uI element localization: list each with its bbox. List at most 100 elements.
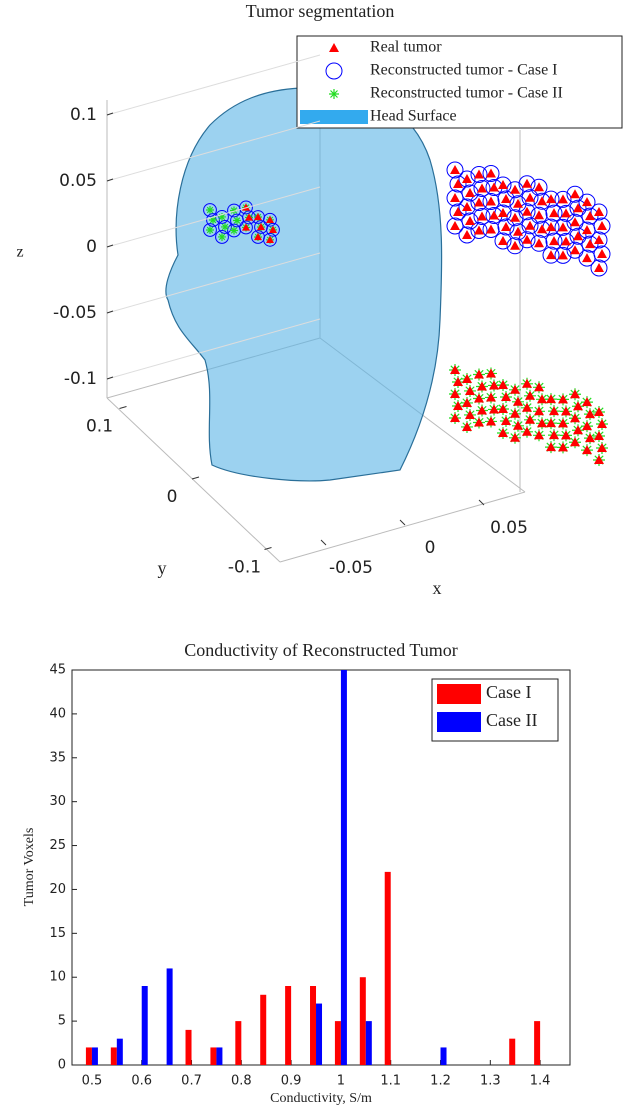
marker-triangle bbox=[498, 379, 508, 389]
marker-triangle bbox=[498, 235, 508, 245]
marker-triangle bbox=[558, 418, 568, 428]
legend-label: Reconstructed tumor - Case I bbox=[370, 62, 558, 79]
marker-triangle bbox=[501, 193, 511, 203]
marker-triangle bbox=[498, 179, 508, 189]
marker-triangle bbox=[582, 445, 592, 455]
marker-triangle bbox=[549, 406, 559, 416]
tick-mark bbox=[191, 476, 200, 480]
marker-triangle bbox=[498, 427, 508, 437]
tick-mark bbox=[106, 112, 114, 116]
y-axis-label: y bbox=[158, 558, 167, 578]
marker-triangle bbox=[534, 238, 544, 248]
grid-line bbox=[106, 318, 321, 380]
marker-star bbox=[206, 226, 214, 234]
marker-circle bbox=[263, 232, 277, 247]
marker-triangle bbox=[546, 394, 556, 404]
bar bbox=[340, 670, 347, 1065]
marker-triangle bbox=[257, 222, 265, 231]
marker-triangle bbox=[510, 184, 520, 194]
x-axis-label: Conductivity, S/m bbox=[270, 1091, 372, 1106]
bar bbox=[365, 1021, 372, 1065]
marker-circle bbox=[557, 232, 575, 250]
marker-circle bbox=[482, 164, 500, 182]
marker-triangle bbox=[465, 187, 475, 197]
marker-triangle bbox=[510, 212, 520, 222]
marker-star bbox=[206, 206, 214, 214]
marker-triangle bbox=[561, 236, 571, 246]
marker-triangle bbox=[525, 390, 535, 400]
legend-swatch bbox=[437, 684, 481, 704]
marker-triangle bbox=[525, 192, 535, 202]
marker-star bbox=[221, 222, 229, 231]
marker-circle bbox=[473, 179, 491, 197]
marker-triangle bbox=[525, 414, 535, 424]
marker-triangle bbox=[453, 401, 463, 410]
marker-triangle bbox=[450, 165, 460, 174]
marker-triangle bbox=[462, 397, 472, 407]
marker-star bbox=[218, 232, 226, 241]
marker-triangle bbox=[245, 213, 253, 221]
marker-triangle bbox=[462, 421, 472, 431]
marker-triangle bbox=[546, 250, 556, 260]
marker-triangle bbox=[594, 234, 604, 244]
marker-triangle bbox=[450, 413, 460, 422]
marker-circle bbox=[446, 217, 464, 235]
marker-triangle bbox=[558, 442, 568, 452]
marker-triangle bbox=[573, 231, 583, 241]
marker-triangle bbox=[510, 384, 520, 394]
marker-circle bbox=[566, 185, 584, 203]
marker-triangle bbox=[477, 405, 487, 415]
marker-circle bbox=[554, 246, 572, 264]
marker-circle bbox=[497, 218, 515, 236]
y-tick-label: 30 bbox=[49, 794, 66, 809]
marker-circle bbox=[458, 170, 476, 188]
marker-triangle bbox=[582, 253, 592, 263]
marker-triangle bbox=[594, 406, 604, 416]
marker-triangle bbox=[561, 208, 571, 218]
x-tick-label: 0.5 bbox=[82, 1074, 103, 1089]
marker-triangle bbox=[582, 397, 592, 407]
marker-triangle bbox=[534, 210, 544, 220]
marker-circle bbox=[482, 192, 500, 210]
marker-triangle bbox=[501, 415, 511, 425]
marker-star bbox=[230, 206, 238, 215]
marker-triangle bbox=[474, 169, 484, 179]
marker-triangle bbox=[462, 173, 472, 183]
x-tick-label: 1.2 bbox=[430, 1074, 451, 1089]
marker-triangle bbox=[534, 382, 544, 392]
marker-circle bbox=[542, 246, 560, 264]
box-edge bbox=[279, 491, 526, 563]
marker-triangle bbox=[558, 222, 568, 232]
marker-triangle bbox=[266, 215, 274, 223]
marker-triangle bbox=[489, 380, 499, 390]
marker-triangle bbox=[546, 194, 556, 204]
marker-triangle bbox=[585, 239, 595, 249]
bar bbox=[534, 1021, 541, 1065]
marker-circle bbox=[566, 213, 584, 231]
marker-triangle bbox=[570, 189, 580, 199]
z-tick-label: -0.05 bbox=[53, 303, 97, 323]
bar bbox=[166, 968, 173, 1065]
head-surface bbox=[165, 85, 443, 482]
marker-triangle bbox=[522, 234, 532, 244]
marker-triangle bbox=[489, 182, 499, 192]
marker-triangle bbox=[450, 193, 460, 202]
marker-triangle bbox=[570, 413, 580, 423]
x-tick-label: 0.05 bbox=[490, 518, 528, 538]
marker-triangle bbox=[462, 373, 472, 383]
marker-triangle bbox=[570, 245, 580, 255]
y-tick-label: 45 bbox=[49, 663, 66, 678]
y-tick-label: 5 bbox=[58, 1014, 66, 1029]
y-tick-label: 15 bbox=[49, 926, 66, 941]
marker-triangle bbox=[522, 378, 532, 388]
marker-circle bbox=[266, 222, 280, 237]
tick-mark bbox=[106, 244, 114, 248]
marker-triangle bbox=[513, 396, 523, 406]
marker-triangle bbox=[570, 217, 580, 227]
marker-triangle bbox=[537, 394, 547, 404]
marker-circle bbox=[239, 200, 253, 215]
marker-triangle bbox=[477, 381, 487, 391]
marker-triangle bbox=[254, 232, 262, 241]
marker-circle bbox=[581, 207, 599, 225]
